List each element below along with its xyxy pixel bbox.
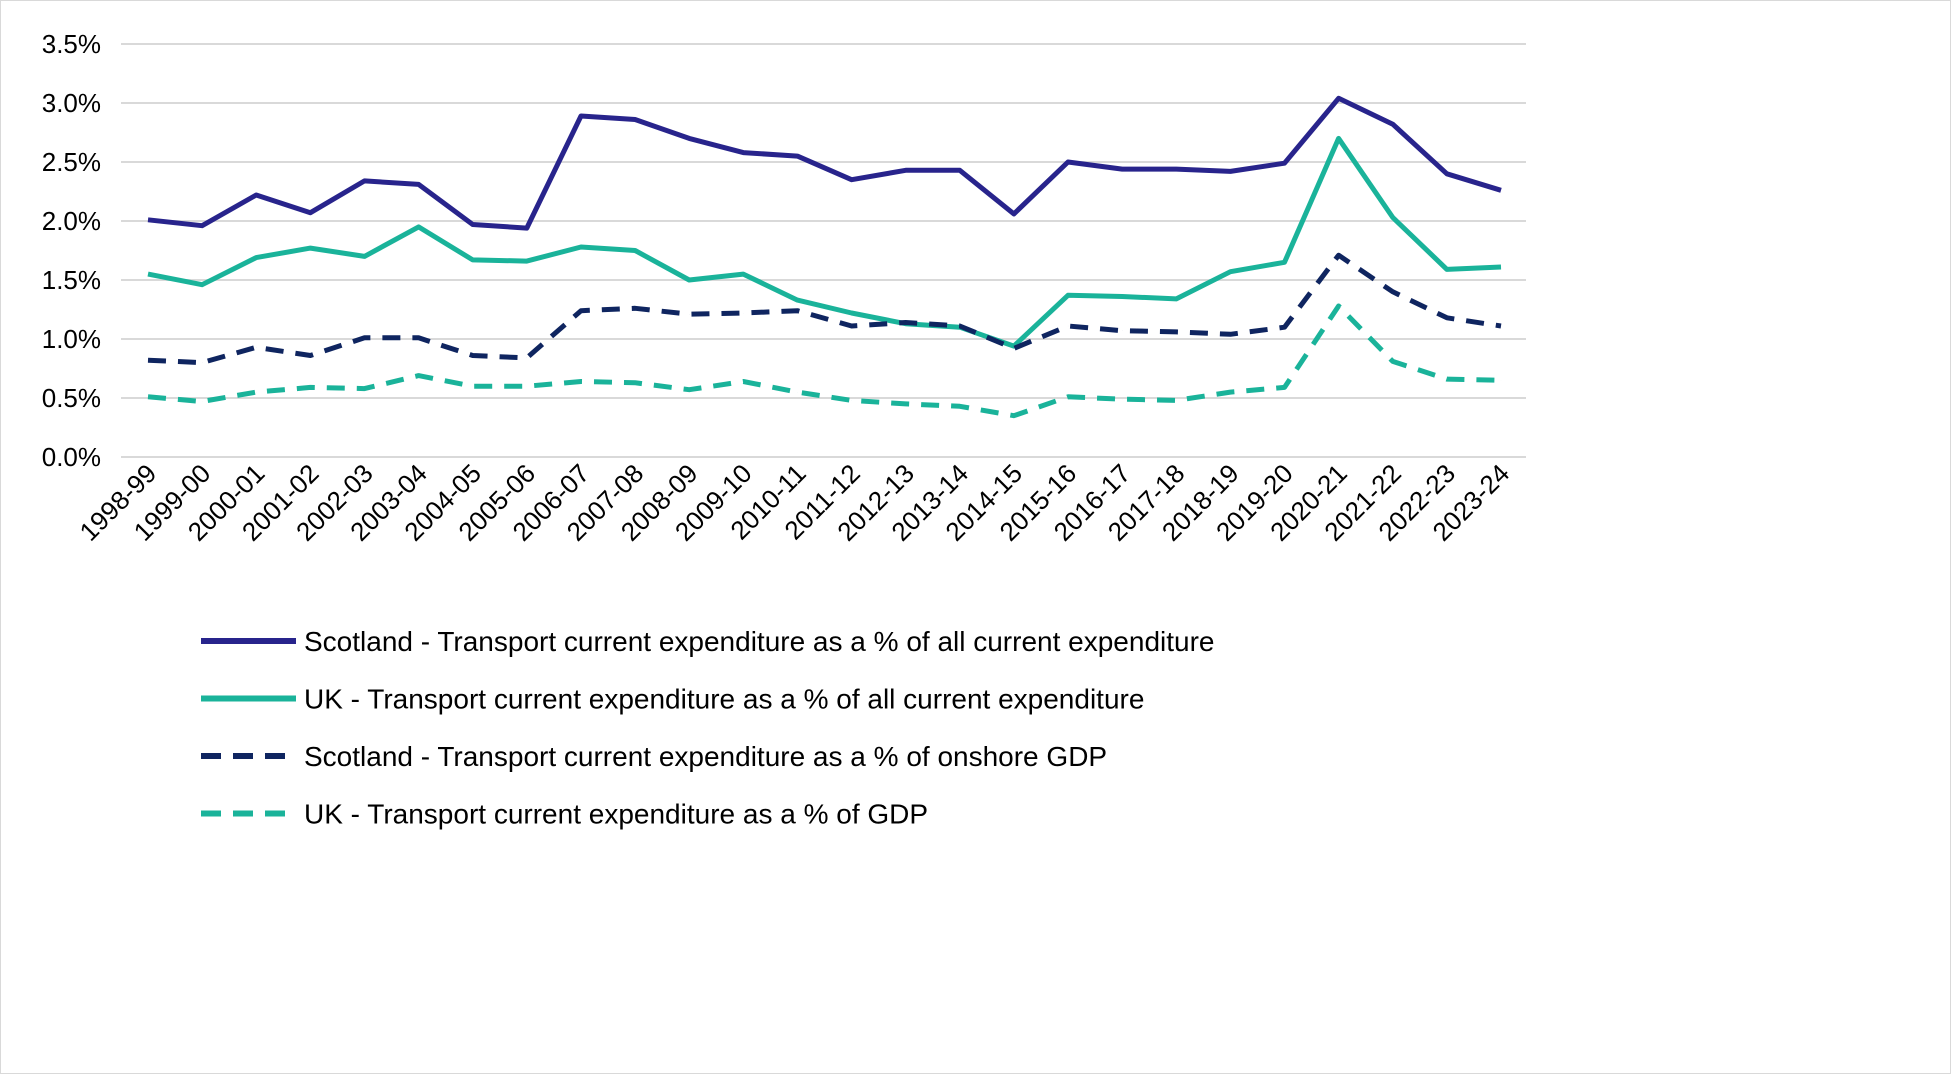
y-tick-label: 2.0% <box>42 206 101 236</box>
series-line-1 <box>147 95 1502 231</box>
y-tick-label: 2.5% <box>42 147 101 177</box>
series-line-3 <box>147 252 1502 366</box>
y-tick-label: 0.5% <box>42 383 101 413</box>
legend-label: Scotland - Transport current expenditure… <box>304 741 1107 772</box>
y-tick-label: 3.5% <box>42 29 101 59</box>
legend-label: Scotland - Transport current expenditure… <box>304 626 1215 657</box>
legend-label: UK - Transport current expenditure as a … <box>304 684 1144 715</box>
series-line-4 <box>147 303 1502 419</box>
y-tick-label: 1.0% <box>42 324 101 354</box>
series-line-2 <box>147 135 1502 349</box>
legend-label: UK - Transport current expenditure as a … <box>304 799 928 830</box>
y-tick-label: 0.0% <box>42 442 101 472</box>
y-tick-label: 3.0% <box>42 88 101 118</box>
y-tick-label: 1.5% <box>42 265 101 295</box>
